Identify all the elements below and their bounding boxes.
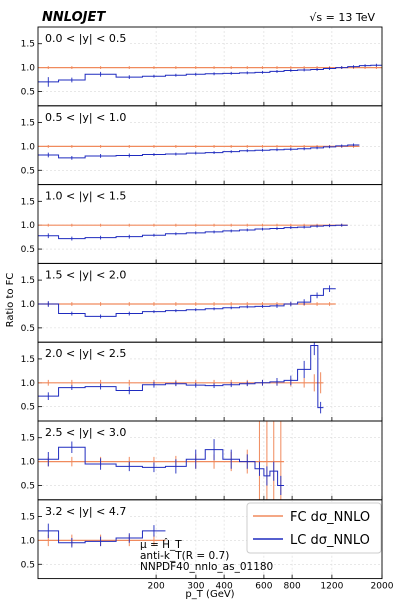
panel-rapidity-label: 0.5 < |y| < 1.0 <box>45 111 126 124</box>
panels: 0.5 1.0 1.5 0.0 < |y| < 0.5 0.5 1.0 1.5 0.5 < |… <box>21 26 394 592</box>
y-tick-label: 1.0 <box>21 300 36 310</box>
panel-data <box>38 523 166 548</box>
y-tick-label: 1.0 <box>21 379 36 389</box>
panel-data <box>38 63 382 87</box>
note-pdf: NNPDF40_nnlo_as_01180 <box>140 561 273 573</box>
y-tick-label: 1.0 <box>21 458 36 468</box>
legend: FC dσ_NNLO LC dσ_NNLO <box>246 502 382 554</box>
panel-6: 0.5 1.0 1.5 2.5 < |y| < 3.0 <box>21 420 383 501</box>
panel-data <box>38 285 336 319</box>
y-tick-label: 0.5 <box>21 324 35 334</box>
notes: μ = Ĥ_T anti-k_T(R = 0.7) NNPDF40_nnlo_a… <box>140 538 273 573</box>
y-tick-label: 0.5 <box>21 166 35 176</box>
y-tick-label: 1.5 <box>21 197 35 207</box>
y-tick-label: 1.5 <box>21 513 35 523</box>
panel-label-bg <box>42 109 130 125</box>
panel-data <box>38 143 360 160</box>
panel-label-bg <box>42 31 130 46</box>
panel-3: 0.5 1.0 1.5 1.0 < |y| < 1.5 <box>21 184 383 264</box>
y-tick-label: 0.5 <box>21 403 35 413</box>
panel-frame <box>37 499 383 580</box>
panel-1: 0.5 1.0 1.5 0.0 < |y| < 0.5 <box>21 26 383 107</box>
legend-fc-label: FC dσ_NNLO <box>290 510 370 525</box>
nnlojet-logo: NNLOJET <box>42 10 106 25</box>
y-tick-label: 1.0 <box>21 221 36 231</box>
x-tick-label: 600 <box>255 582 272 592</box>
x-axis-label: p_T (GeV) <box>185 589 234 600</box>
note-scale: μ = Ĥ_T <box>140 538 182 551</box>
x-tick-label: 800 <box>284 582 301 592</box>
lc-step-line <box>38 144 360 159</box>
panel-rapidity-label: 2.0 < |y| < 2.5 <box>45 347 126 360</box>
y-tick-label: 0.5 <box>21 245 35 255</box>
panel-rapidity-label: 0.0 < |y| < 0.5 <box>45 32 126 45</box>
legend-lc-label: LC dσ_NNLO <box>290 533 370 548</box>
y-axis-label: Ratio to FC <box>5 273 16 328</box>
panel-data <box>38 223 348 241</box>
y-tick-label: 1.0 <box>21 64 36 74</box>
x-tick-label: 200 <box>148 582 165 592</box>
panel-label-bg <box>42 503 130 519</box>
energy-label: √s = 13 TeV <box>309 11 375 24</box>
panel-label-bg <box>42 188 130 204</box>
y-tick-label: 0.5 <box>21 560 35 570</box>
x-tick-label: 400 <box>216 582 233 592</box>
y-tick-label: 1.5 <box>21 434 35 444</box>
lc-step-line <box>38 288 336 317</box>
y-tick-label: 1.5 <box>21 40 35 50</box>
panel-label-bg <box>42 267 130 283</box>
x-tick-label: 2000 <box>371 582 394 592</box>
y-tick-label: 1.5 <box>21 355 35 365</box>
x-tick-label: 1200 <box>320 582 343 592</box>
panel-data <box>38 421 285 500</box>
y-tick-label: 0.5 <box>21 481 35 491</box>
y-tick-label: 0.5 <box>21 87 35 97</box>
y-tick-label: 1.5 <box>21 119 35 129</box>
panel-2: 0.5 1.0 1.5 0.5 < |y| < 1.0 <box>21 105 383 186</box>
y-tick-label: 1.0 <box>21 142 36 152</box>
x-tick-label: 300 <box>187 582 204 592</box>
panel-rapidity-label: 1.5 < |y| < 2.0 <box>45 268 126 281</box>
y-tick-label: 1.0 <box>21 536 36 546</box>
panel-label-bg <box>42 425 130 440</box>
lc-step-line <box>38 224 348 240</box>
panel-rapidity-label: 2.5 < |y| < 3.0 <box>45 426 126 439</box>
panel-rapidity-label: 1.0 < |y| < 1.5 <box>45 190 126 203</box>
note-algorithm: anti-k_T(R = 0.7) <box>140 550 229 562</box>
panel-data <box>38 342 324 414</box>
lc-step-line <box>38 345 324 409</box>
y-tick-label: 1.5 <box>21 276 35 286</box>
panel-rapidity-label: 3.2 < |y| < 4.7 <box>45 505 126 518</box>
panel-4: 0.5 1.0 1.5 1.5 < |y| < 2.0 <box>21 262 383 343</box>
panel-label-bg <box>42 346 130 362</box>
panel-5: 0.5 1.0 1.5 2.0 < |y| < 2.5 <box>21 341 383 422</box>
